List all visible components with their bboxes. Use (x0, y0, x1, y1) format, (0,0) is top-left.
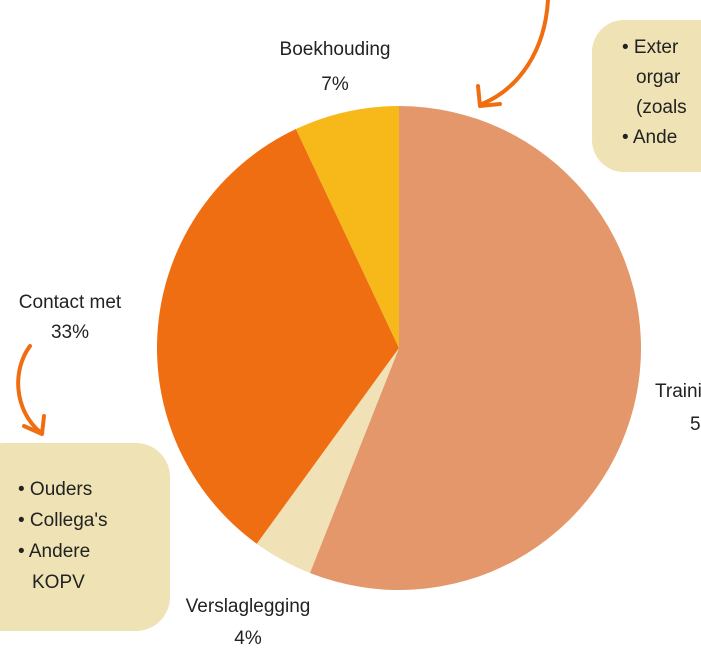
note-item: • Ouders (18, 479, 92, 500)
arrow (16, 344, 42, 434)
note-item: orgar (636, 67, 681, 88)
note-item: (zoals (636, 97, 687, 118)
note-item: • Exter (622, 37, 679, 58)
note-item: • Andere (18, 541, 90, 562)
note-item: • Collega's (18, 510, 108, 531)
arrow (480, 0, 550, 106)
arrow-head (22, 414, 46, 436)
pie-slice (256, 348, 399, 574)
slice-value: 7% (321, 74, 349, 95)
slice-value: 33% (51, 322, 89, 343)
slice-value: 56% (690, 414, 701, 435)
slice-label: Boekhouding (280, 39, 391, 60)
pie-slice (309, 105, 642, 591)
arrow-head (476, 84, 502, 108)
pie-slice (295, 106, 399, 348)
slice-label: Verslaglegging (186, 596, 311, 617)
slice-label: Contact met (19, 292, 122, 313)
note-item: • Ande (622, 127, 677, 148)
slice-label: Training (655, 381, 701, 402)
note-box (0, 443, 170, 631)
note-item: KOPV (32, 572, 85, 593)
pie-slice (157, 129, 399, 544)
note-box (592, 20, 701, 172)
slice-value: 4% (234, 628, 262, 649)
